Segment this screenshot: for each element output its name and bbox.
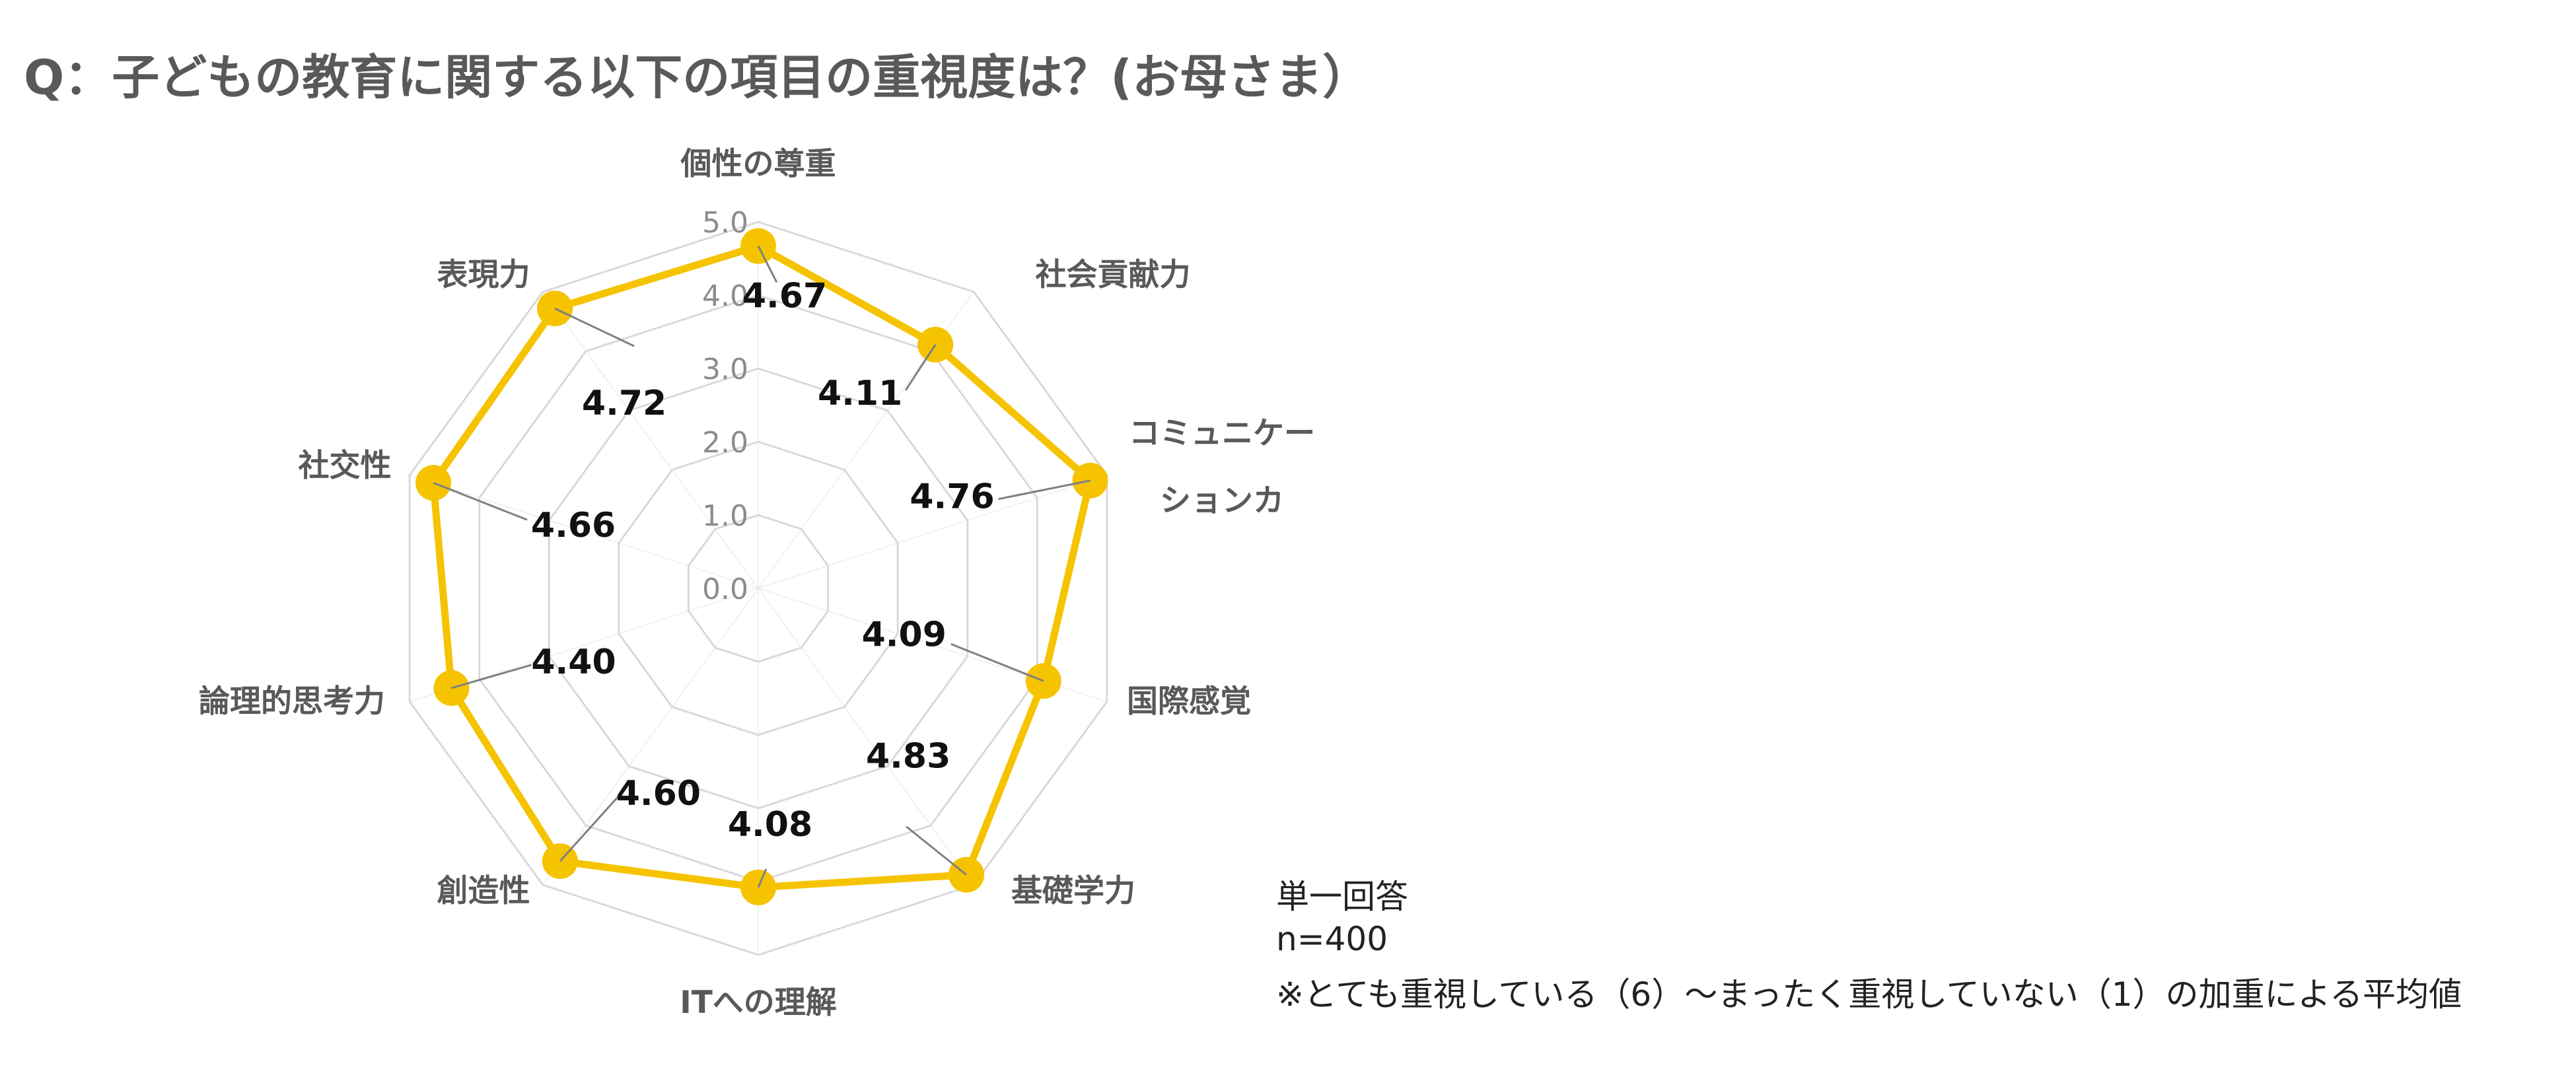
data-label: 4.67 xyxy=(742,277,827,316)
category-label: 国際感覚 xyxy=(1127,683,1251,720)
data-labels: 4.67 4.11 4.76 4.09 4.83 4.08 4.60 4.40 4.66 4.72 xyxy=(531,277,995,845)
leader-line xyxy=(906,825,968,876)
category-label: ITへの理解 xyxy=(680,985,837,1021)
data-label: 4.66 xyxy=(531,506,616,545)
note-sample-size: n=400 xyxy=(1276,920,1388,958)
radar-grid xyxy=(408,221,1108,956)
data-label: 4.40 xyxy=(531,643,616,682)
leader-line xyxy=(950,643,1044,682)
category-label: 社会貢献力 xyxy=(1036,257,1191,293)
note-method: ※とても重視している（6）～まったく重視していない（1）の加重による平均値 xyxy=(1276,975,2462,1014)
grid-spoke xyxy=(758,474,1108,589)
data-label: 4.08 xyxy=(728,805,812,845)
grid-ring-2 xyxy=(618,440,899,736)
grid-spoke xyxy=(542,588,759,886)
leader-line xyxy=(904,344,937,391)
category-label: 個性の尊重 xyxy=(680,146,836,182)
leader-line xyxy=(433,481,528,521)
leader-line xyxy=(451,664,532,689)
leader-line xyxy=(554,307,635,347)
grid-ring-5 xyxy=(408,221,1108,956)
tick-label: 3.0 xyxy=(702,353,748,386)
leader-line xyxy=(757,245,778,283)
data-label-leaders xyxy=(433,245,1091,888)
data-label: 4.11 xyxy=(818,374,902,413)
tick-label: 1.0 xyxy=(702,499,748,533)
data-label: 4.76 xyxy=(910,477,994,517)
category-label: 創造性 xyxy=(437,873,530,909)
data-label: 4.09 xyxy=(862,615,947,654)
series xyxy=(415,228,1108,905)
category-label: 論理的思考力 xyxy=(199,683,385,720)
page-title: Q：子どもの教育に関する以下の項目の重視度は？(お母さま） xyxy=(24,50,1371,105)
grid-spoke xyxy=(758,588,975,886)
category-label: 基礎学力 xyxy=(1011,873,1135,909)
data-label: 4.72 xyxy=(582,384,666,423)
grid-ring-3 xyxy=(548,367,969,810)
note-response-type: 単一回答 xyxy=(1276,878,1408,916)
tick-label: 0.0 xyxy=(702,573,748,606)
tick-label: 2.0 xyxy=(702,426,748,460)
tick-label: 5.0 xyxy=(702,206,748,240)
category-label: 表現力 xyxy=(437,257,530,293)
leader-line xyxy=(559,794,620,862)
leader-line xyxy=(757,868,768,888)
grid-spoke xyxy=(542,291,759,589)
grid-spoke xyxy=(409,474,759,589)
category-label: ションカ xyxy=(1160,483,1284,519)
data-label: 4.60 xyxy=(616,774,701,814)
tick-label: 4.0 xyxy=(702,279,748,313)
category-label: コミュニケー xyxy=(1129,415,1315,452)
series-line xyxy=(429,242,1094,891)
grid-ring-1 xyxy=(687,514,830,663)
radial-tick-labels: 0.0 1.0 2.0 3.0 4.0 5.0 xyxy=(702,206,748,606)
leader-line xyxy=(998,479,1091,501)
data-label: 4.83 xyxy=(866,737,950,777)
category-label: 社交性 xyxy=(299,448,392,484)
